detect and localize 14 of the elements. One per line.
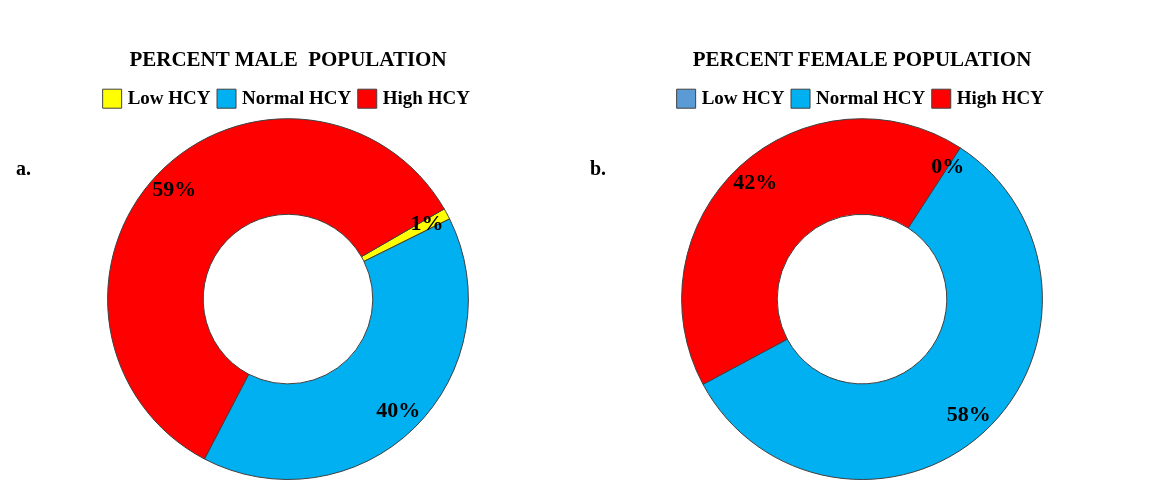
data-label: 40%	[376, 397, 421, 423]
legend-label: Low HCY	[701, 86, 785, 108]
legend-label: Normal HCY	[816, 86, 926, 108]
legend-label: High HCY	[382, 86, 471, 108]
legend-label: High HCY	[956, 86, 1045, 108]
legend-label: Normal HCY	[242, 86, 352, 108]
text: a.	[16, 157, 31, 180]
text: b.	[590, 157, 607, 180]
legend-label: Low HCY	[127, 86, 211, 108]
chart-title: PERCENT MALE POPULATION	[129, 47, 447, 72]
chart-title: PERCENT FEMALE POPULATION	[692, 47, 1032, 72]
data-label: 58%	[946, 400, 991, 426]
data-label: 42%	[733, 168, 778, 194]
data-label: 59%	[152, 175, 197, 201]
